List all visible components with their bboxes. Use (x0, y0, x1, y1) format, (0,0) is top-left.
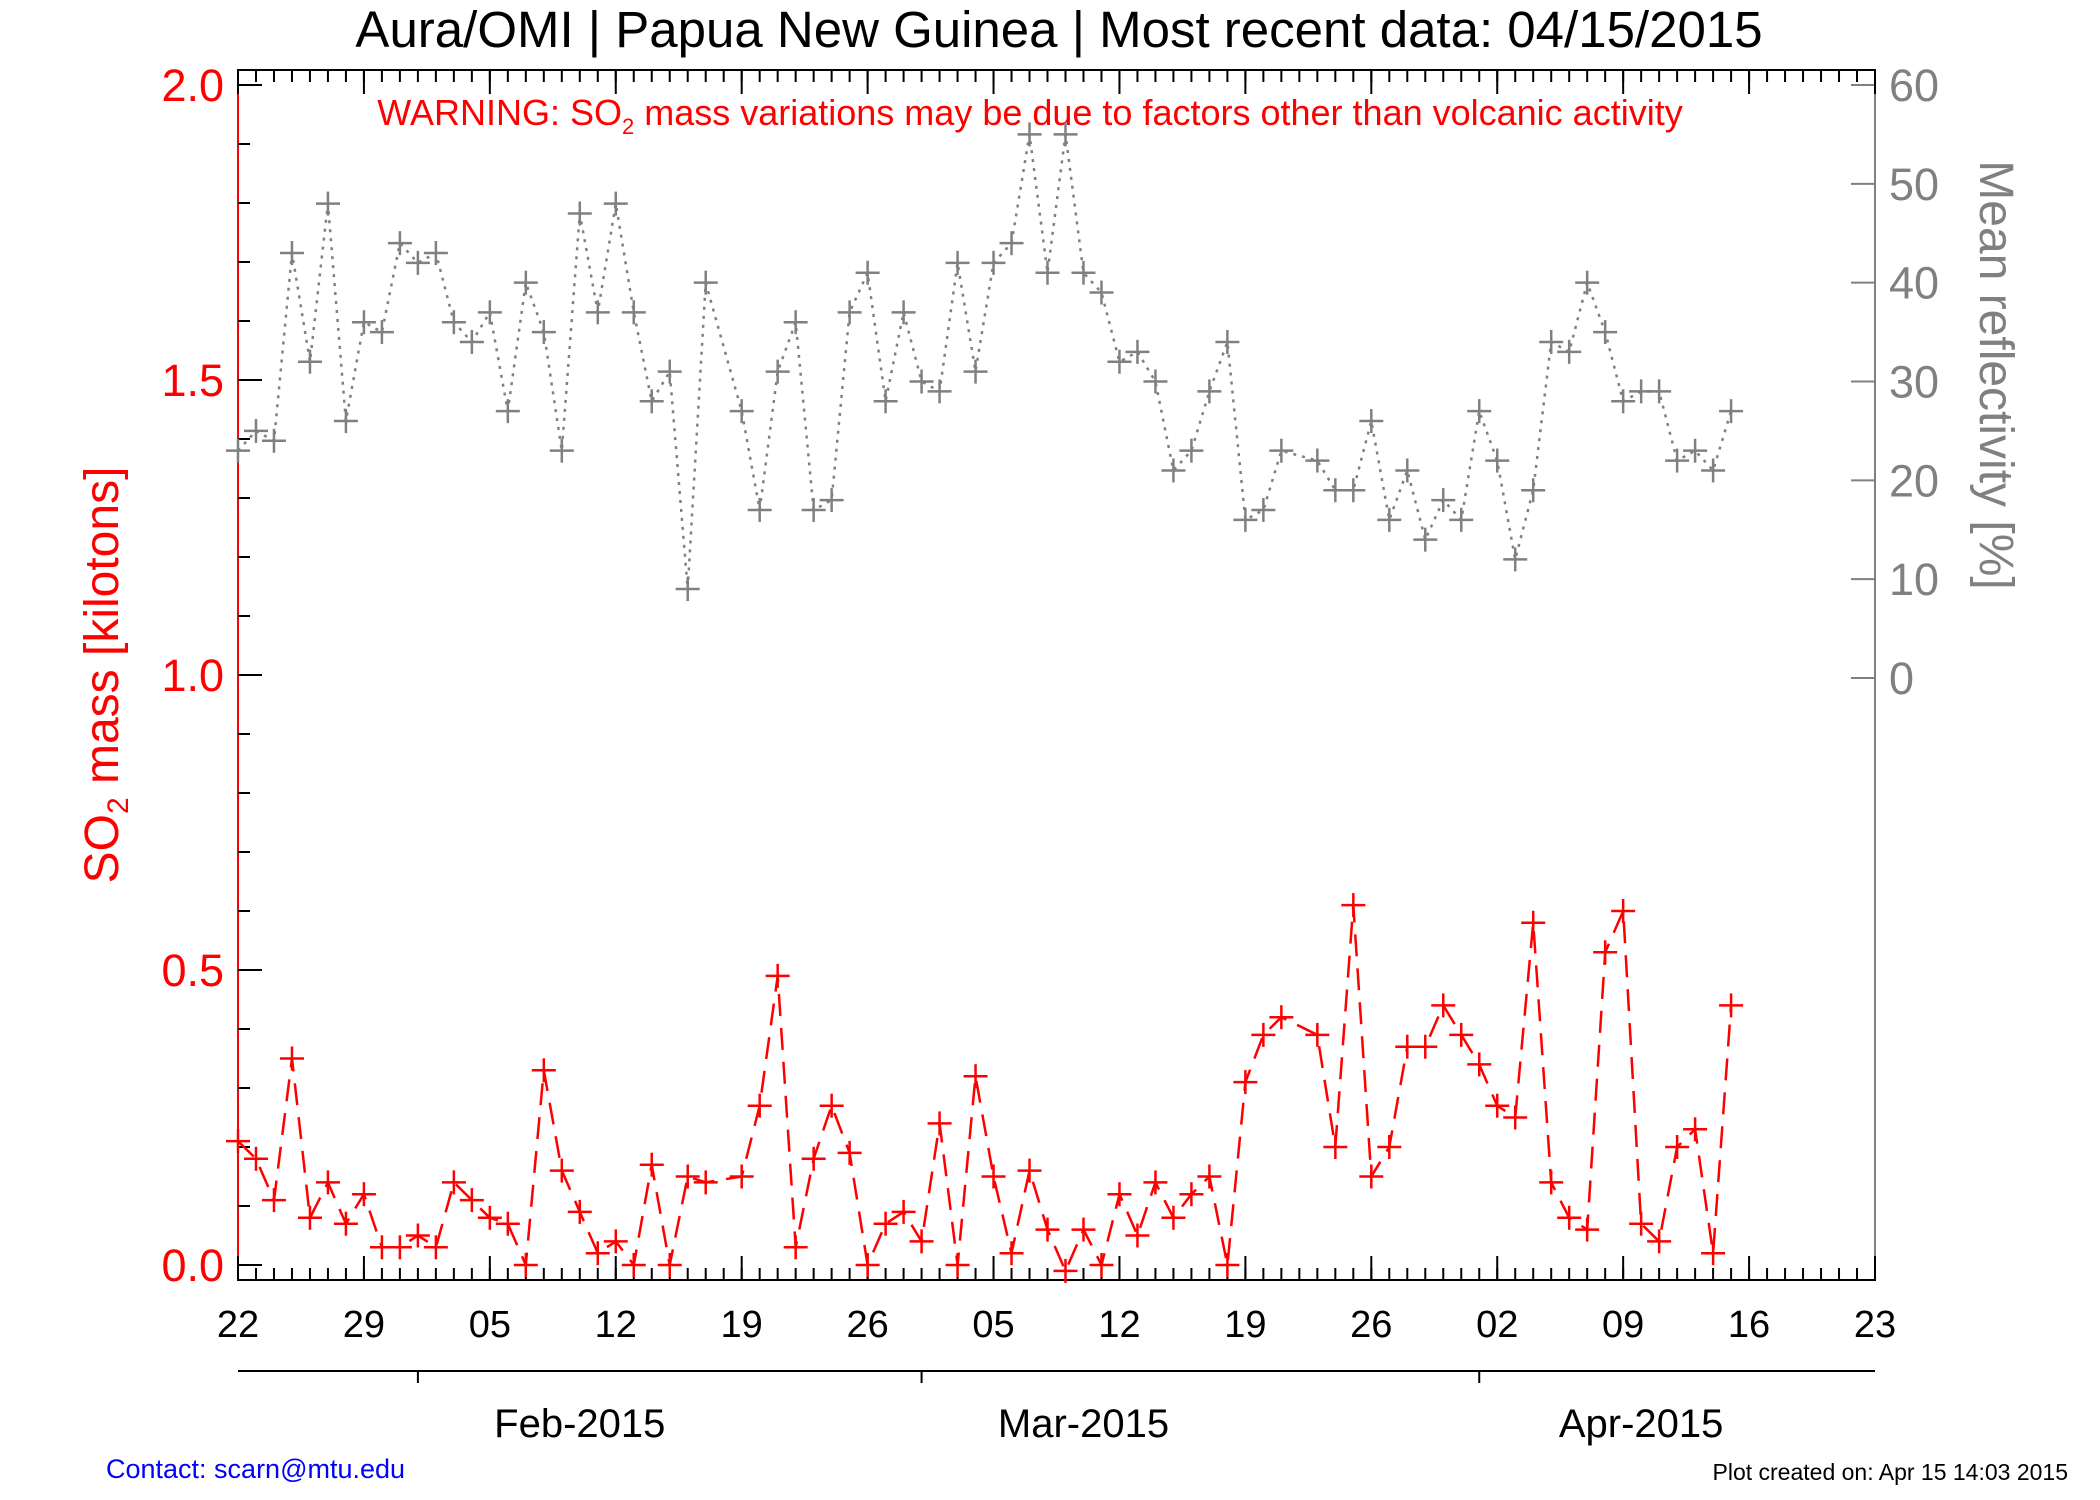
left-tick-label: 1.5 (161, 355, 224, 406)
y-axis-left-label: SO2 mass [kilotons] (76, 467, 135, 884)
x-tick-label: 19 (1224, 1304, 1266, 1346)
x-tick-label: 29 (343, 1304, 385, 1346)
x-tick-label: 12 (595, 1304, 637, 1346)
x-tick-label: 26 (846, 1304, 888, 1346)
warning-prefix: WARNING: SO (377, 92, 622, 133)
x-tick-label: 12 (1098, 1304, 1140, 1346)
y-axis-right-label: Mean reflectivity [%] (1969, 160, 2022, 589)
x-tick-label: 02 (1476, 1304, 1518, 1346)
warning-suffix: mass variations may be due to factors ot… (634, 92, 1682, 133)
x-tick-label: 09 (1602, 1304, 1644, 1346)
month-axis: Feb-2015 Mar-2015 Apr-2015 (238, 1370, 1875, 1446)
right-tick-label: 50 (1889, 159, 1939, 210)
contact-text: Contact: scarn@mtu.edu (106, 1454, 405, 1484)
right-tick-label: 0 (1889, 653, 1914, 704)
plot-frame (237, 69, 1876, 1281)
right-axis-ticks: 0 10 20 30 40 50 60 (1851, 60, 1939, 704)
so2-line (237, 905, 1733, 1275)
right-tick-label: 20 (1889, 455, 1939, 506)
left-tick-label: 0.0 (161, 1240, 224, 1291)
right-tick-label: 40 (1889, 258, 1939, 309)
ylabel-left-subscript: 2 (102, 797, 135, 814)
ylabel-left-prefix: SO (76, 814, 129, 883)
so2-series (226, 893, 1744, 1283)
reflectivity-line (237, 134, 1733, 590)
x-tick-label: 23 (1854, 1304, 1896, 1346)
x-tick-label: 19 (721, 1304, 763, 1346)
chart-title: Aura/OMI | Papua New Guinea | Most recen… (355, 1, 1762, 58)
series-layer (226, 122, 1744, 1283)
x-tick-label: 05 (469, 1304, 511, 1346)
x-tick-label: 26 (1350, 1304, 1392, 1346)
reflectivity-series (226, 122, 1744, 602)
ylabel-left-suffix: mass [kilotons] (76, 467, 129, 798)
warning-subscript: 2 (622, 114, 634, 139)
x-tick-label: 22 (217, 1304, 259, 1346)
month-label: Apr-2015 (1559, 1402, 1724, 1446)
warning-text: WARNING: SO2 mass variations may be due … (377, 92, 1682, 139)
left-tick-label: 2.0 (161, 60, 224, 111)
x-tick-label: 16 (1728, 1304, 1770, 1346)
month-label: Mar-2015 (998, 1402, 1169, 1446)
left-tick-label: 1.0 (161, 650, 224, 701)
right-tick-label: 60 (1889, 60, 1939, 111)
month-label: Feb-2015 (494, 1402, 665, 1446)
right-tick-label: 30 (1889, 357, 1939, 408)
created-text: Plot created on: Apr 15 14:03 2015 (1713, 1459, 2069, 1485)
right-tick-label: 10 (1889, 554, 1939, 605)
x-axis-ticks: 22 29 05 12 19 26 05 12 19 26 02 09 16 23 (217, 70, 1896, 1346)
x-tick-label: 05 (972, 1304, 1014, 1346)
left-tick-label: 0.5 (161, 945, 224, 996)
left-axis-ticks: 0.0 0.5 1.0 1.5 2.0 (161, 60, 262, 1291)
